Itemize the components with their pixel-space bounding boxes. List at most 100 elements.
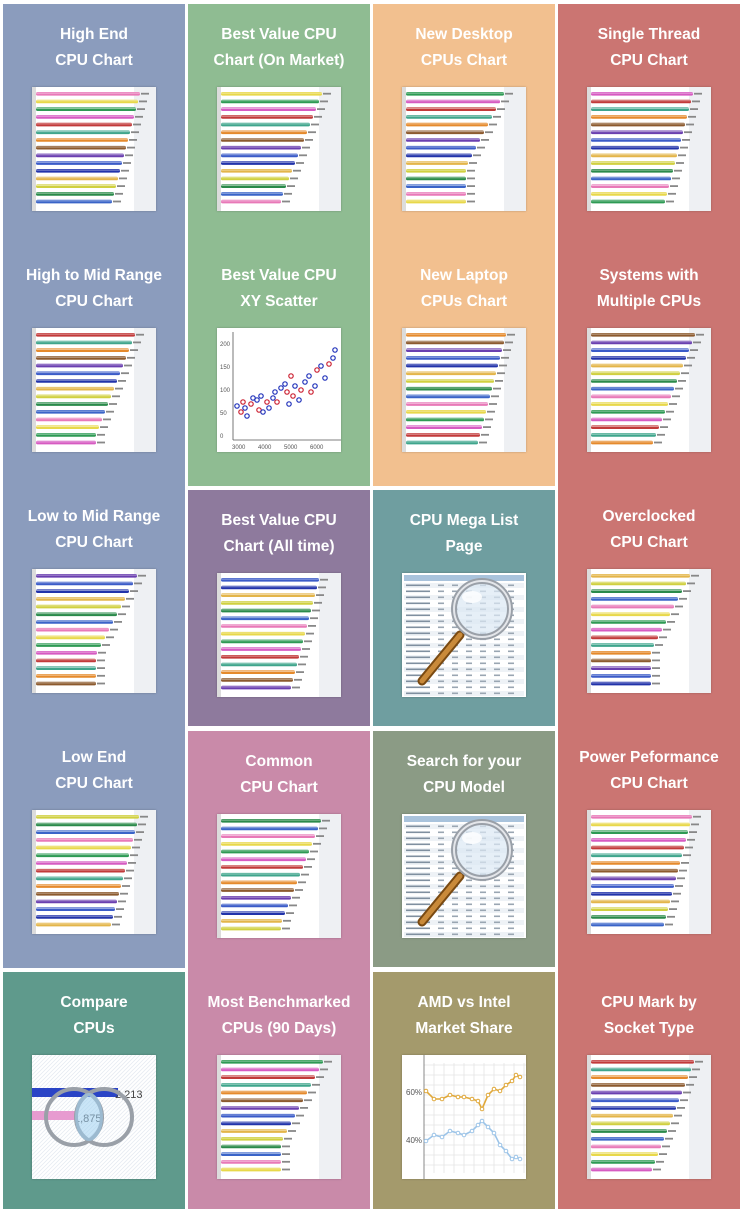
bar-value-label (114, 915, 122, 918)
thumbnail-graphic (587, 328, 711, 452)
tile-title-line2: CPU Chart (240, 779, 318, 796)
scatter-point (302, 379, 308, 385)
tile-title-line2: XY Scatter (240, 293, 318, 310)
bar-value-label (292, 896, 300, 899)
bar-value-label (691, 574, 699, 577)
tile-title-line1: CPU Mark by (601, 994, 697, 1011)
bar-mark (36, 853, 129, 858)
tile-link-best-value-alltime[interactable]: Best Value CPU Chart (All time) (188, 490, 370, 727)
tile-link-high-end[interactable]: High End CPU Chart (3, 4, 185, 241)
bar-value-label (675, 387, 683, 390)
tile-title-line2: CPUs Chart (420, 293, 508, 310)
tile-link-most-benchmarked[interactable]: Most Benchmarked CPUs (90 Days) (188, 972, 370, 1209)
tile-link-low-end[interactable]: Low End CPU Chart (3, 727, 185, 964)
bar-mark (406, 333, 506, 337)
bar-mark (221, 601, 313, 605)
bar-value-label (491, 395, 499, 398)
bar-mark (591, 861, 680, 865)
tile-title-line1: Most Benchmarked (207, 994, 351, 1011)
bar-value-label (679, 869, 687, 872)
bar-value-label (292, 1122, 300, 1125)
bar-mark (406, 410, 486, 414)
tile-link-best-value-market[interactable]: Best Value CPU Chart (On Market) (188, 4, 370, 241)
scatter-plot-icon: 200 150 100 50 0 3000 4000 5000 6000 (217, 328, 341, 452)
bar-mark (36, 915, 113, 919)
tile-link-mega-list[interactable]: CPU Mega List Page (373, 490, 555, 727)
bar-value-label (116, 908, 124, 910)
tile-link-power-performance[interactable]: Power Peformance CPU Chart (558, 727, 740, 964)
bar-value-label (678, 380, 686, 382)
bar-value-label (130, 590, 138, 592)
bar-mark (591, 604, 674, 609)
tile-title: Systems with Multiple CPUs (558, 263, 740, 315)
tile-link-best-value-scatter[interactable]: Best Value CPU XY Scatter 200 150 100 50 0 3000… (188, 245, 370, 482)
bar-value-label (656, 1160, 664, 1163)
tile-title-line2: Market Share (415, 1020, 513, 1037)
bar-chart-icon (217, 814, 341, 938)
scatter-point (264, 399, 270, 405)
series-point (469, 1096, 475, 1102)
tile-link-low-to-mid[interactable]: Low to Mid Range CPU Chart (3, 486, 185, 723)
scatter-point (308, 389, 314, 395)
bar-mark (36, 333, 135, 337)
bar-value-label (691, 823, 699, 826)
bar-mark (36, 176, 118, 181)
series-point (503, 1082, 509, 1088)
bar-mark (221, 161, 295, 165)
bar-value-label (695, 1060, 703, 1063)
bar-mark (36, 130, 130, 135)
bar-mark (591, 922, 664, 927)
tile-title: Power Peformance CPU Chart (558, 745, 740, 797)
bar-mark (36, 922, 111, 927)
bar-value-label (481, 139, 489, 141)
bar-mark (221, 153, 298, 158)
bar-value-label (125, 154, 133, 157)
tile-link-search-model[interactable]: Search for your CPU Model (373, 731, 555, 968)
bar-value-label (289, 904, 297, 907)
bar-mark (36, 425, 99, 429)
tile-link-amd-vs-intel[interactable]: AMD vs Intel Market Share 60% 40% (373, 972, 555, 1209)
thumbnail-graphic (217, 573, 341, 697)
bar-value-label (310, 850, 318, 853)
scatter-point (238, 409, 244, 415)
scatter-point (266, 405, 272, 411)
bar-mark (36, 192, 114, 196)
bar-value-label (109, 403, 117, 405)
bar-value-label (507, 333, 515, 336)
tile-link-single-thread[interactable]: Single Thread CPU Chart (558, 4, 740, 241)
series-point (423, 1088, 429, 1094)
bar-mark (221, 911, 285, 915)
bar-mark (221, 578, 319, 582)
bar-value-label (669, 403, 677, 405)
tile-link-high-to-mid[interactable]: High to Mid Range CPU Chart (3, 245, 185, 482)
scatter-point (242, 405, 248, 411)
tile-link-common[interactable]: Common CPU Chart (188, 731, 370, 968)
bar-mark (591, 1090, 682, 1095)
bar-value-label (283, 919, 291, 922)
series-point (513, 1154, 519, 1160)
series-point (431, 1096, 437, 1102)
tile-link-new-laptop[interactable]: New Laptop CPUs Chart (373, 245, 555, 482)
tile-title-line1: New Desktop (415, 26, 513, 43)
bar-mark (221, 888, 294, 892)
tile-link-socket-type[interactable]: CPU Mark by Socket Type (558, 972, 740, 1209)
tile-link-new-desktop[interactable]: New Desktop CPUs Chart (373, 4, 555, 241)
series-line (425, 1073, 521, 1111)
bar-value-label (683, 1091, 691, 1094)
tile-title-line1: High End (59, 26, 129, 43)
bar-value-label (97, 433, 105, 436)
tile-link-overclocked[interactable]: Overclocked CPU Chart (558, 486, 740, 723)
bar-chart-icon (32, 810, 156, 934)
bar-mark (591, 176, 671, 181)
bar-mark (406, 107, 496, 111)
bar-mark (591, 363, 683, 368)
bar-mark (221, 593, 315, 597)
bar-mark (591, 417, 662, 422)
y-axis-label: 40% (406, 1136, 422, 1145)
bar-mark (591, 371, 680, 376)
tile-link-multiple-cpus[interactable]: Systems with Multiple CPUs (558, 245, 740, 482)
bar-value-label (477, 146, 485, 149)
bar-value-label (693, 815, 701, 818)
bar-mark (221, 849, 309, 854)
tile-link-compare[interactable]: Compare CPUs 2,2131,875 (3, 972, 185, 1209)
